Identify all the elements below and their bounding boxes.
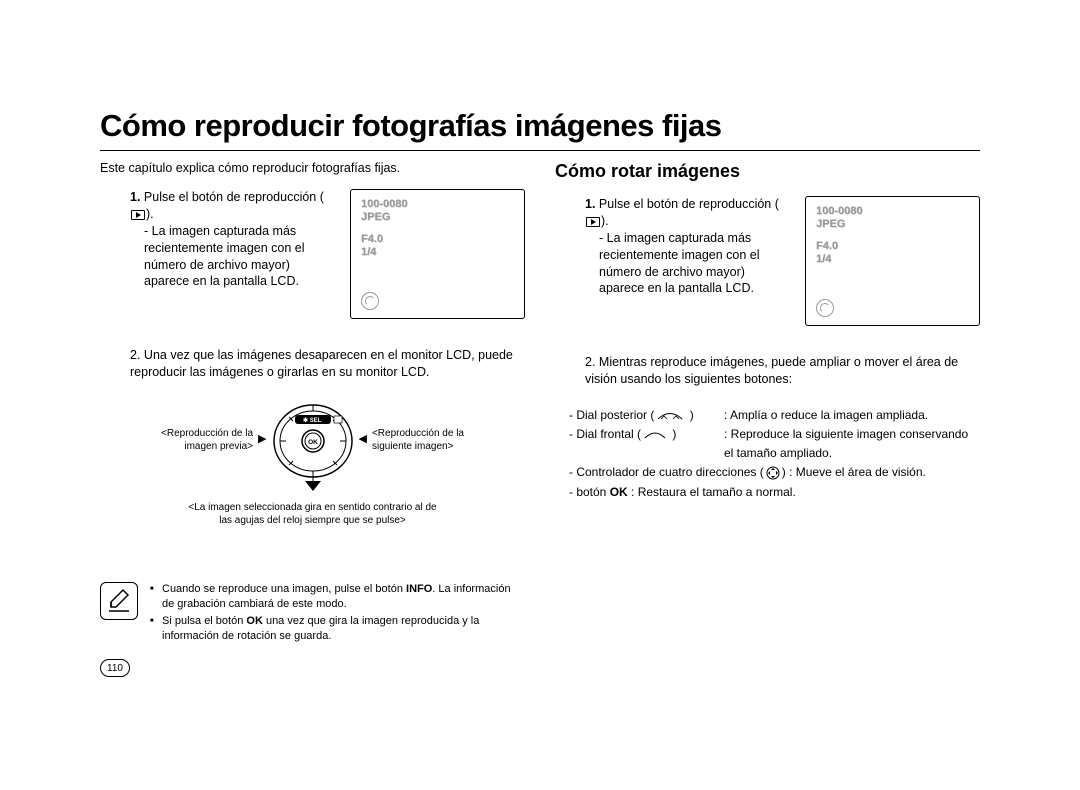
play-icon <box>131 210 145 220</box>
left-step1: 1. Pulse el botón de reproducción (). - … <box>100 189 525 319</box>
note-box: Cuando se reproduce una imagen, pulse el… <box>100 582 525 647</box>
lcd-aperture: F4.0 <box>361 233 514 245</box>
note-item-2: Si pulsa el botón OK una vez que gira la… <box>150 614 525 644</box>
note-item-1: Cuando se reproduce una imagen, pulse el… <box>150 582 525 612</box>
lcd-preview-right: 100-0080 JPEG F4.0 1/4 <box>805 196 980 326</box>
subsection-title: Cómo rotar imágenes <box>555 161 980 182</box>
r-lcd-aperture: F4.0 <box>816 240 969 252</box>
right-step1: 1. Pulse el botón de reproducción (). - … <box>555 196 980 326</box>
step1-text-a: Pulse el botón de reproducción ( <box>140 190 323 204</box>
r-lcd-format: JPEG <box>816 218 969 230</box>
step1-sub: - La imagen capturada más recientemente … <box>130 223 338 291</box>
arrow-right-icon: ◀ <box>359 432 367 445</box>
four-way-icon <box>766 466 780 480</box>
dial-label-prev: <Reproducción de la imagen previa> <box>133 399 253 453</box>
step2-text: Una vez que las imágenes desaparecen en … <box>130 348 513 379</box>
page-number: 110 <box>100 659 130 677</box>
right-column: Cómo rotar imágenes 1. Pulse el botón de… <box>555 161 980 647</box>
intro-text: Este capítulo explica cómo reproducir fo… <box>100 161 525 175</box>
dial-diagram: <Reproducción de la imagen previa> ▶ ✱ S… <box>100 399 525 493</box>
control-rear-dial: - Dial posterior ( ) : Amplía o reduce l… <box>569 406 980 425</box>
svg-text:OK: OK <box>308 439 318 446</box>
page-title: Cómo reproducir fotografías imágenes fij… <box>100 108 980 144</box>
controls-list: - Dial posterior ( ) : Amplía o reduce l… <box>555 406 980 502</box>
svg-text:✱ SEL: ✱ SEL <box>303 417 322 424</box>
arrow-left-icon: ▶ <box>258 432 266 445</box>
lcd-shutter: 1/4 <box>361 246 514 258</box>
r-step1-sub: - La imagen capturada más recientemente … <box>585 230 793 298</box>
left-step2: 2. Una vez que las imágenes desaparecen … <box>100 347 525 381</box>
front-dial-icon <box>643 430 667 440</box>
r-step1-text-a: Pulse el botón de reproducción ( <box>595 197 778 211</box>
control-ok-button: - botón OK : Restaura el tamaño a normal… <box>569 483 980 502</box>
control-front-dial: - Dial frontal ( ) : Reproduce la siguie… <box>569 425 980 463</box>
control-four-way: - Controlador de cuatro direcciones () :… <box>569 463 980 482</box>
r-step2-text: Mientras reproduce imágenes, puede ampli… <box>585 355 958 386</box>
dial-icon: ✱ SEL OK <box>272 399 354 493</box>
step1-text-b: ). <box>146 207 154 221</box>
lcd-steering-icon <box>361 292 379 310</box>
lcd-file: 100-0080 <box>361 198 514 210</box>
step2-number: 2. <box>130 348 140 362</box>
right-step2: 2. Mientras reproduce imágenes, puede am… <box>555 354 980 388</box>
step1-number: 1. <box>130 190 140 204</box>
lcd-preview-left: 100-0080 JPEG F4.0 1/4 <box>350 189 525 319</box>
note-list: Cuando se reproduce una imagen, pulse el… <box>150 582 525 647</box>
r-lcd-shutter: 1/4 <box>816 253 969 265</box>
r-lcd-file: 100-0080 <box>816 205 969 217</box>
play-icon <box>586 217 600 227</box>
r-step1-number: 1. <box>585 197 595 211</box>
lcd-format: JPEG <box>361 211 514 223</box>
title-divider <box>100 150 980 151</box>
dial-label-next: <Reproducción de la siguiente imagen> <box>372 399 492 453</box>
rear-dial-icon <box>656 411 684 421</box>
r-step1-text-b: ). <box>601 214 609 228</box>
note-pencil-icon <box>100 582 138 620</box>
r-step2-number: 2. <box>585 355 595 369</box>
left-column: Este capítulo explica cómo reproducir fo… <box>100 161 525 647</box>
dial-caption: <La imagen seleccionada gira en sentido … <box>183 501 443 527</box>
r-lcd-steering-icon <box>816 299 834 317</box>
